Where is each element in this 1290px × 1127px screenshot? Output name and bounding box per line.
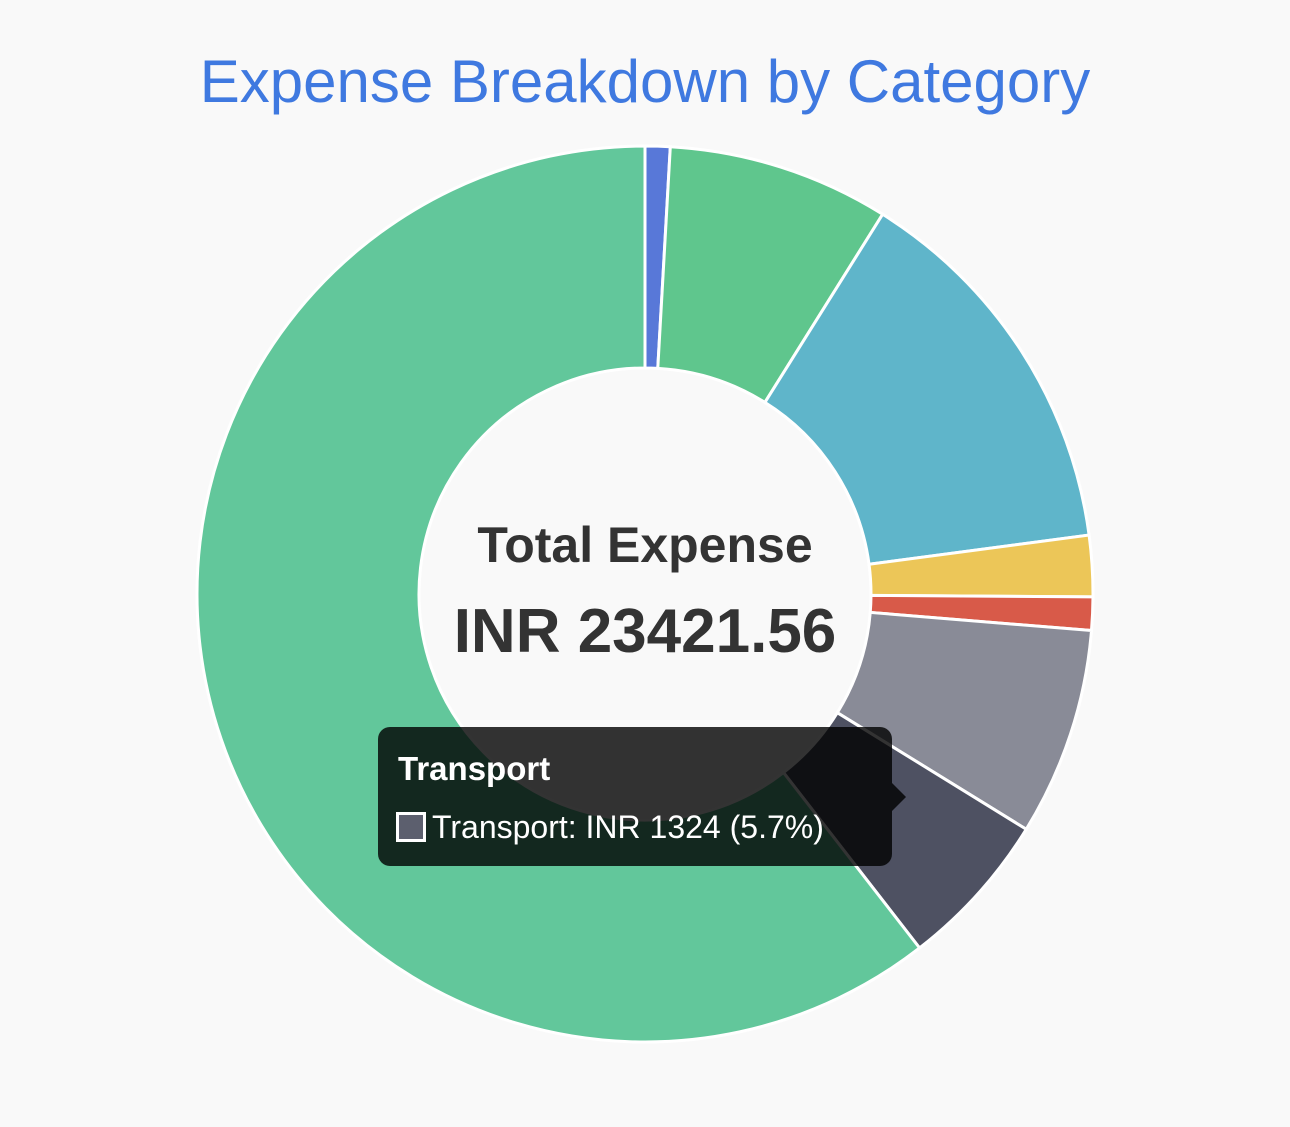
tooltip-swatch (396, 812, 426, 842)
chart-title: Expense Breakdown by Category (199, 48, 1091, 115)
tooltip-title: Transport (398, 750, 551, 787)
slice-segment-3[interactable] (762, 212, 1091, 566)
center-value: INR 23421.56 (454, 597, 837, 666)
center-label: Total Expense (477, 517, 812, 573)
tooltip-row: Transport: INR 1324 (5.7%) (396, 807, 824, 847)
donut-slices (195, 144, 1095, 1044)
chart-tooltip: Transport Transport: INR 1324 (5.7%) (378, 727, 906, 866)
tooltip-text: Transport: INR 1324 (5.7%) (432, 809, 824, 845)
